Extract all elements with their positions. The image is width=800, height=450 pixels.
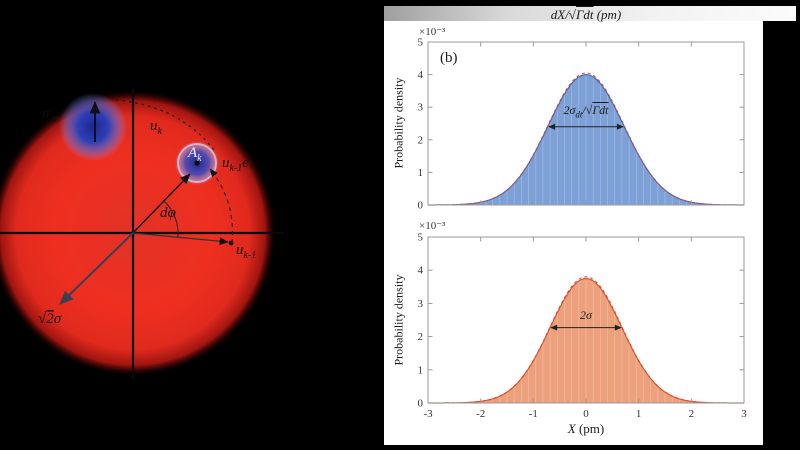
- sqrt2-sigma-arrow: [59, 232, 134, 305]
- svg-text:-1: -1: [529, 408, 538, 420]
- svg-text:2: 2: [689, 408, 695, 420]
- svg-text:0: 0: [583, 408, 589, 420]
- plot-canvas-bottom: -3 -2 -1 0 1 2 3 0 1 2 3 4 5: [418, 232, 748, 421]
- panel-letter: (b): [440, 50, 458, 66]
- svg-text:3: 3: [418, 298, 424, 310]
- svg-text:5: 5: [418, 232, 424, 244]
- u-k-vector-arrow: [132, 173, 191, 234]
- svg-text:0: 0: [418, 398, 424, 410]
- svg-text:0: 0: [418, 200, 424, 212]
- window-top-gradient: [384, 6, 796, 21]
- a-k-label: Ak: [187, 145, 202, 164]
- u-k1-vector-arrow: [132, 232, 229, 246]
- sqrt2-sigma-label: √2σ: [38, 311, 62, 327]
- svg-text:1: 1: [636, 408, 642, 420]
- svg-text:1: 1: [418, 364, 424, 376]
- svg-text:3: 3: [741, 408, 747, 420]
- svg-text:5: 5: [418, 37, 424, 49]
- svg-text:2: 2: [418, 134, 424, 146]
- plot-canvas-top: 0 1 2 3 4 5: [418, 37, 745, 212]
- sigma-annotation-top: 2σdt/√Γdt: [563, 103, 609, 120]
- xlabel-bottom: X (pm): [567, 421, 605, 436]
- uncertainty-blob-large: [59, 93, 127, 161]
- blob-center-dot: [194, 160, 200, 166]
- u-k1-e-label: uk-1e: [222, 155, 249, 174]
- sigma-dt-label: σdt: [42, 106, 57, 125]
- u-k-label: uk: [150, 118, 163, 137]
- dphi-label: dφ: [160, 205, 176, 221]
- plot-title: dX/√Γdt (pm): [550, 7, 622, 22]
- sigma-annotation-bottom: 2σ: [580, 308, 592, 322]
- svg-text:1: 1: [418, 167, 424, 179]
- u-k1-label: uk-1: [236, 242, 256, 261]
- ylabel-top: Probability density: [391, 77, 406, 169]
- svg-text:-2: -2: [476, 408, 485, 420]
- dphi-angle-arc: [163, 200, 179, 238]
- blob-halo-ring: [177, 143, 217, 183]
- svg-text:4: 4: [418, 69, 424, 81]
- trajectory-dotted-path: [115, 99, 215, 151]
- y-scale-label-bottom: ×10⁻³: [419, 220, 446, 232]
- ylabel-bottom: Probability density: [391, 274, 406, 366]
- svg-text:3: 3: [418, 102, 424, 114]
- svg-text:-3: -3: [423, 408, 433, 420]
- y-scale-label-top: ×10⁻³: [419, 26, 446, 38]
- phase-space-diagram: σdt uk Ak uk-1e dφ uk-1 √2σ: [0, 88, 284, 379]
- svg-text:2: 2: [418, 331, 424, 343]
- svg-text:4: 4: [418, 265, 424, 277]
